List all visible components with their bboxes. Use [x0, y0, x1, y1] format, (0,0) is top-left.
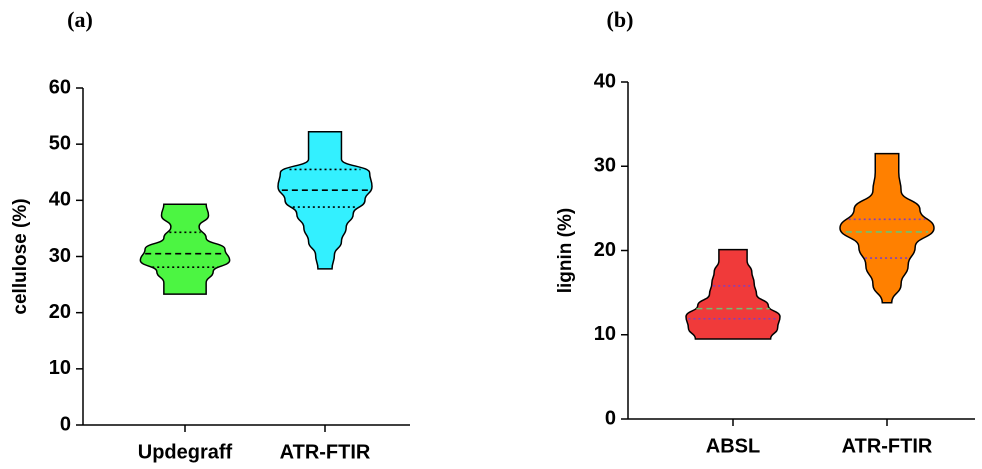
y-tick-label: 40 — [49, 189, 71, 211]
y-tick-label: 60 — [49, 76, 71, 98]
violin-body — [277, 131, 373, 270]
x-tick-label: ATR-FTIR — [280, 441, 371, 463]
y-tick-label: 0 — [60, 413, 71, 435]
y-tick-label: 40 — [594, 70, 616, 92]
y-tick-label: 20 — [49, 301, 71, 323]
panel-label: (b) — [607, 7, 634, 32]
violin-body — [139, 203, 231, 295]
y-axis-label: cellulose (%) — [10, 198, 31, 314]
x-tick-label: Updegraff — [138, 441, 233, 463]
y-tick-label: 50 — [49, 132, 71, 154]
y-tick-label: 0 — [605, 407, 616, 429]
y-tick-label: 30 — [594, 155, 616, 177]
y-axis-label: lignin (%) — [555, 208, 576, 293]
y-tick-label: 10 — [49, 357, 71, 379]
y-tick-label: 30 — [49, 245, 71, 267]
panel-label: (a) — [67, 7, 93, 32]
y-tick-label: 10 — [594, 323, 616, 345]
y-tick-label: 20 — [594, 239, 616, 261]
x-tick-label: ABSL — [706, 435, 760, 457]
violin-body — [839, 152, 935, 304]
violin-body — [685, 248, 781, 340]
x-tick-label: ATR-FTIR — [842, 435, 933, 457]
